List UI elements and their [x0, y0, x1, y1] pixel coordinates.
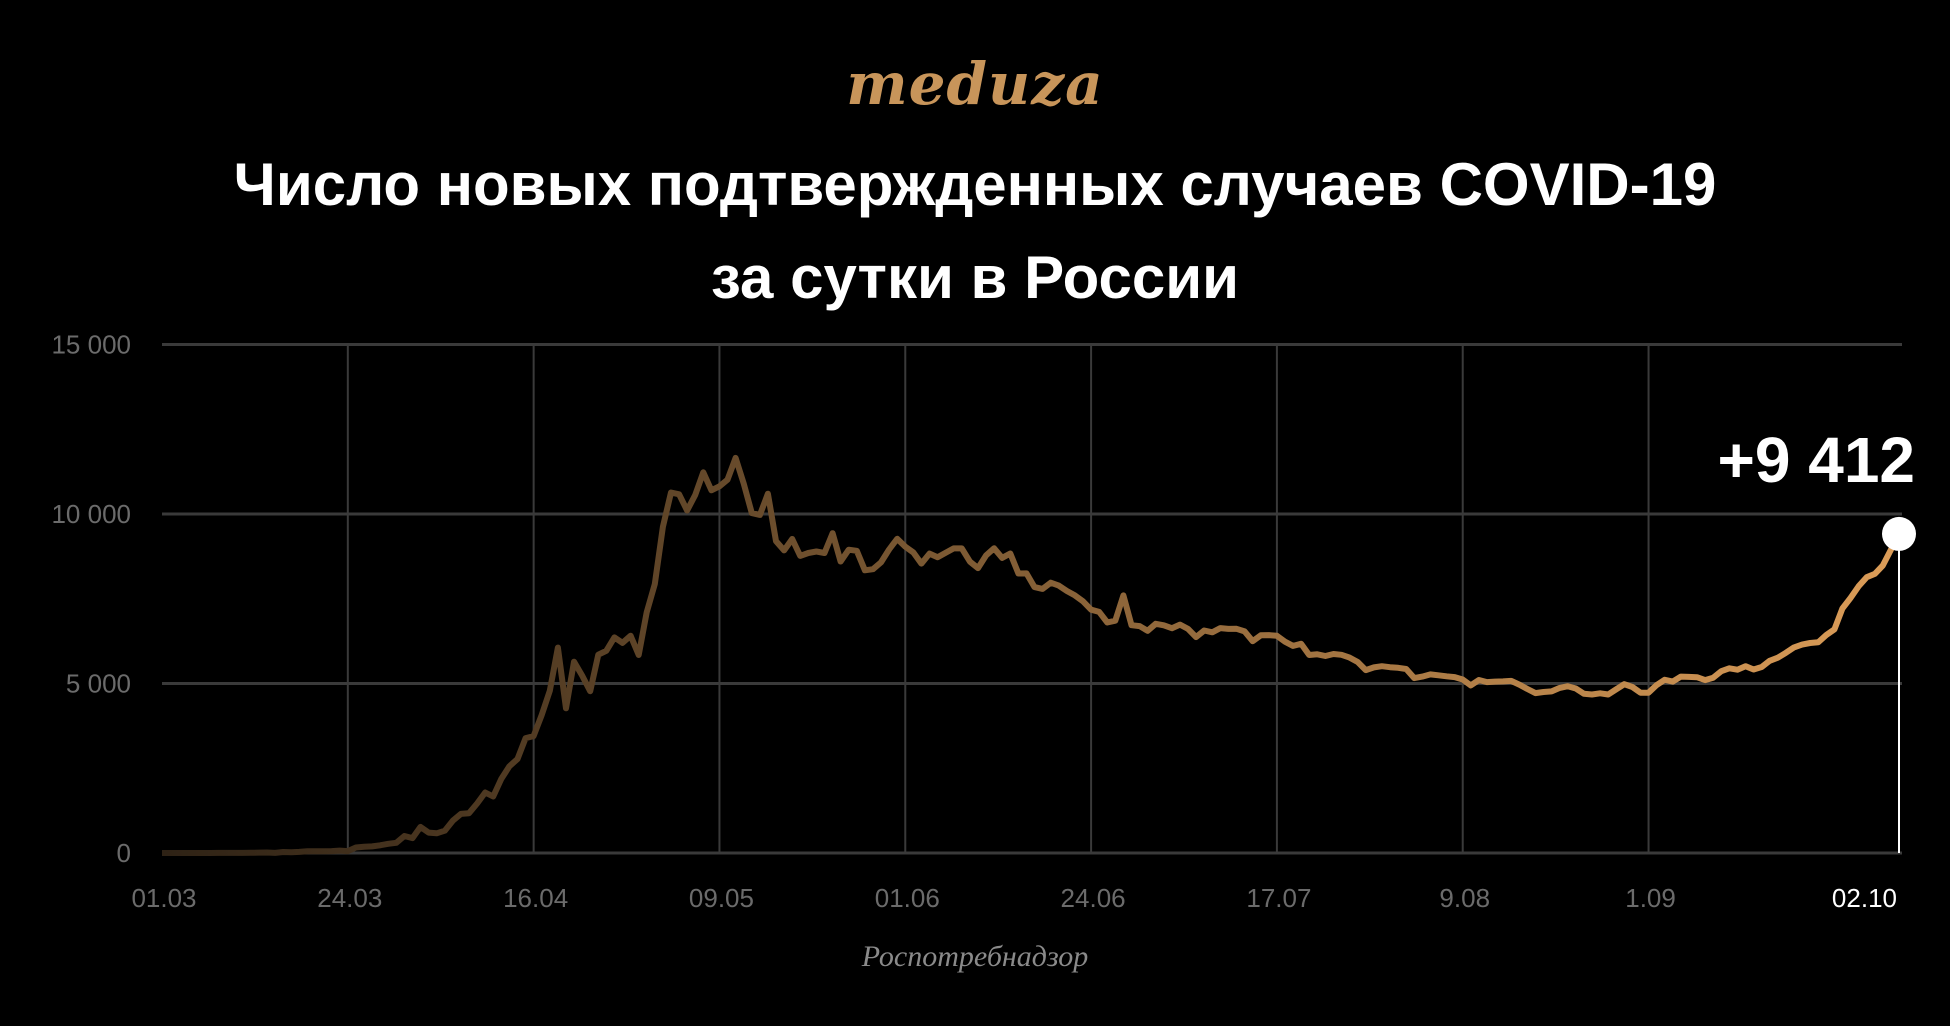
y-tick-label: 10 000 [51, 499, 131, 529]
x-tick-label: 17.07 [1246, 883, 1311, 913]
y-tick-label: 15 000 [51, 330, 131, 360]
y-tick-label: 0 [117, 838, 131, 868]
title-line-2: за сутки в России [711, 244, 1239, 311]
x-tick-label: 16.04 [503, 883, 568, 913]
last-value-annotation: +9 412 [1717, 424, 1915, 496]
x-tick-label: 09.05 [689, 883, 754, 913]
chart-title: Число новых подтвержденных случаев COVID… [0, 138, 1950, 324]
x-tick-label: 9.08 [1439, 883, 1490, 913]
x-tick-label: 24.03 [317, 883, 382, 913]
title-line-1: Число новых подтвержденных случаев COVID… [233, 151, 1717, 218]
x-tick-label: 1.09 [1625, 883, 1676, 913]
x-tick-label: 24.06 [1061, 883, 1126, 913]
last-value-dot [1882, 516, 1916, 551]
x-tick-label: 02.10 [1832, 883, 1897, 913]
meduza-logo: meduza [846, 50, 1104, 118]
x-tick-label: 01.06 [875, 883, 940, 913]
y-tick-label: 5 000 [66, 669, 131, 699]
series-line [162, 454, 1902, 856]
x-tick-label: 01.03 [131, 883, 196, 913]
source-label: Роспотребнадзор [861, 940, 1089, 973]
